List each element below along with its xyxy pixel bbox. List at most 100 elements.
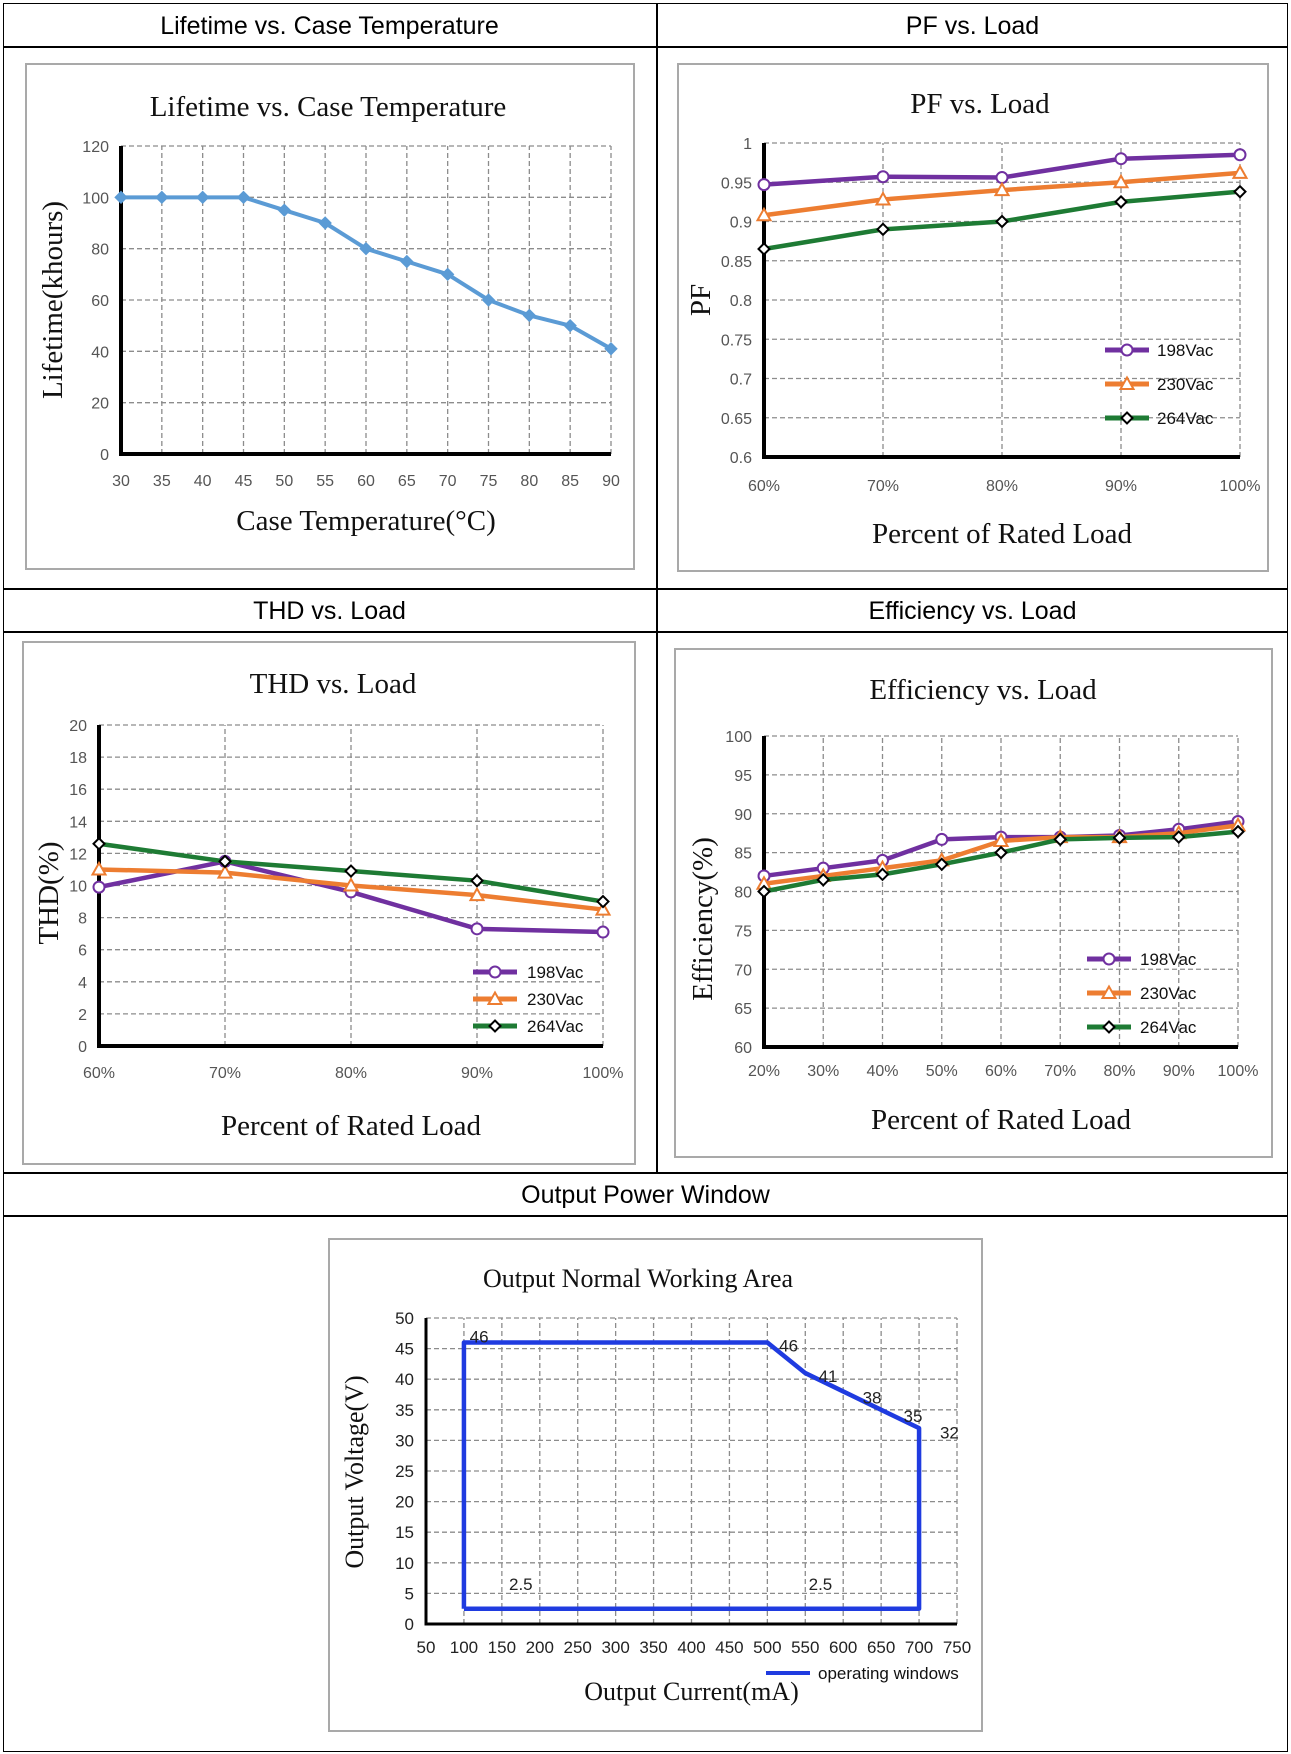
- chart4-point-264vac: [1112, 830, 1127, 845]
- chart1-x-axis-label: Case Temperature(°C): [236, 505, 495, 537]
- chart3-ytick-label: 0: [78, 1039, 87, 1056]
- chart3-ytick-label: 2: [78, 1007, 87, 1024]
- header-pf: PF vs. Load: [905, 12, 1040, 40]
- chart5-annotation: 32: [940, 1423, 959, 1442]
- chart3-xtick-label: 80%: [335, 1065, 367, 1082]
- chart3-xtick-label: 70%: [209, 1065, 241, 1082]
- chart1-point-series: [114, 190, 128, 205]
- chart2-point-230vac: [755, 206, 773, 222]
- chart2-point-198vac: [876, 170, 890, 184]
- chart3-ytick-label: 6: [78, 943, 87, 960]
- chart2-xtick-label: 60%: [748, 478, 780, 495]
- chart1-title: Lifetime vs. Case Temperature: [150, 91, 507, 123]
- chart3-legend-marker-264vac: [488, 1019, 502, 1033]
- chart3-y-axis-label: THD(%): [33, 841, 65, 944]
- chart5-line-operating-windows: [461, 1340, 922, 1611]
- chart3-point-230vac: [90, 860, 108, 876]
- chart4-xtick-label: 60%: [985, 1063, 1017, 1080]
- chart4-point-264vac: [1053, 832, 1068, 847]
- chart2-ytick-label: 0.9: [730, 215, 752, 232]
- chart5-ytick-label: 30: [395, 1431, 414, 1450]
- chart4-xtick-label: 50%: [926, 1063, 958, 1080]
- chart5-ytick-label: 45: [395, 1340, 414, 1359]
- chart2-xtick-label: 100%: [1220, 478, 1261, 495]
- chart1-point-series: [155, 190, 169, 205]
- chart3-legend-label-198vac: 198Vac: [527, 963, 584, 982]
- chart2-ytick-label: 0.8: [730, 293, 752, 310]
- chart4-legend-label-230vac: 230Vac: [1140, 984, 1197, 1003]
- chart4-legend-marker-198vac: [1102, 952, 1116, 966]
- chart5-ytick-label: 40: [395, 1370, 414, 1389]
- chart5-xtick-label: 450: [715, 1638, 743, 1657]
- chart2-point-264vac: [876, 222, 890, 237]
- chart2-x-axis-label: Percent of Rated Load: [872, 518, 1133, 550]
- chart2-legend-label-264vac: 264Vac: [1157, 409, 1214, 428]
- chart2-xtick-label: 90%: [1105, 478, 1137, 495]
- chart4-xtick-label: 100%: [1218, 1063, 1259, 1080]
- chart5-annotation: 2.5: [809, 1575, 833, 1594]
- chart5-xtick-label: 250: [564, 1638, 592, 1657]
- chart4-legend-label-264vac: 264Vac: [1140, 1018, 1197, 1037]
- chart1-point-series: [359, 241, 373, 256]
- chart5-xtick-label: 200: [526, 1638, 554, 1657]
- chart1-point-series: [440, 267, 455, 282]
- chart3-ytick-label: 10: [69, 879, 87, 896]
- chart3-point-264vac: [92, 836, 106, 851]
- chart3-title: THD vs. Load: [250, 668, 417, 700]
- chart4-title: Efficiency vs. Load: [869, 674, 1097, 706]
- chart1-xtick-label: 60: [357, 473, 375, 490]
- chart3-x-axis-label: Percent of Rated Load: [221, 1110, 482, 1142]
- chart4-ytick-label: 75: [734, 923, 752, 940]
- chart1-ytick-label: 100: [82, 190, 109, 207]
- chart5-xtick-label: 750: [943, 1638, 971, 1657]
- chart5-annotation: 35: [904, 1407, 923, 1426]
- chart4-ytick-label: 100: [725, 729, 752, 746]
- chart2-point-230vac: [993, 181, 1011, 197]
- divider-h5: [3, 1215, 1288, 1217]
- chart3-ytick-label: 12: [69, 846, 87, 863]
- chart3-ytick-label: 14: [69, 814, 87, 831]
- panel-pf: [677, 63, 1269, 572]
- chart5-ytick-label: 10: [395, 1554, 414, 1573]
- chart3-xtick-label: 60%: [83, 1065, 115, 1082]
- chart2-legend-label-198vac: 198Vac: [1157, 341, 1214, 360]
- chart5-ytick-label: 50: [395, 1309, 414, 1328]
- chart5-ytick-label: 35: [395, 1401, 414, 1420]
- chart5-xtick-label: 650: [867, 1638, 895, 1657]
- chart1-xtick-label: 55: [316, 473, 334, 490]
- chart5-legend-label-operating-windows: operating windows: [818, 1664, 959, 1683]
- chart5-ytick-label: 15: [395, 1523, 414, 1542]
- chart1-point-series: [563, 318, 577, 333]
- chart2-xtick-label: 70%: [867, 478, 899, 495]
- chart1-xtick-label: 35: [153, 473, 171, 490]
- chart2-point-264vac: [1233, 184, 1247, 199]
- chart5-x-axis-label: Output Current(mA): [584, 1677, 798, 1706]
- chart1-point-series: [522, 308, 537, 323]
- chart2-ytick-label: 0.7: [730, 372, 752, 389]
- chart2-ytick-label: 0.85: [721, 254, 752, 271]
- chart5-ytick-label: 5: [405, 1584, 414, 1603]
- chart2-ytick-label: 1: [743, 136, 752, 153]
- chart1-y-axis-label: Lifetime(khours): [37, 201, 69, 399]
- chart4-xtick-label: 20%: [748, 1063, 780, 1080]
- chart3-ytick-label: 16: [69, 782, 87, 799]
- chart5-annotation: 41: [819, 1367, 838, 1386]
- chart1-ytick-label: 40: [91, 344, 109, 361]
- chart2-point-230vac: [1231, 164, 1249, 179]
- chart1-xtick-label: 75: [480, 473, 498, 490]
- chart1-ytick-label: 120: [82, 139, 109, 156]
- chart3-point-264vac: [470, 873, 484, 888]
- divider-h4: [3, 1172, 1288, 1174]
- chart4-point-264vac: [875, 867, 890, 882]
- chart5-ytick-label: 0: [405, 1615, 414, 1634]
- chart5-xtick-label: 50: [417, 1638, 436, 1657]
- chart1-xtick-label: 80: [520, 473, 538, 490]
- chart5-y-axis-label: Output Voltage(V): [340, 1375, 369, 1568]
- chart2-point-264vac: [757, 242, 771, 256]
- chart4-legend-marker-264vac: [1102, 1020, 1116, 1034]
- header-efficiency: Efficiency vs. Load: [868, 597, 1077, 625]
- chart3-xtick-label: 90%: [461, 1065, 493, 1082]
- chart4-ytick-label: 80: [734, 885, 752, 902]
- chart1-ytick-label: 20: [91, 396, 109, 413]
- chart1-xtick-label: 45: [235, 473, 253, 490]
